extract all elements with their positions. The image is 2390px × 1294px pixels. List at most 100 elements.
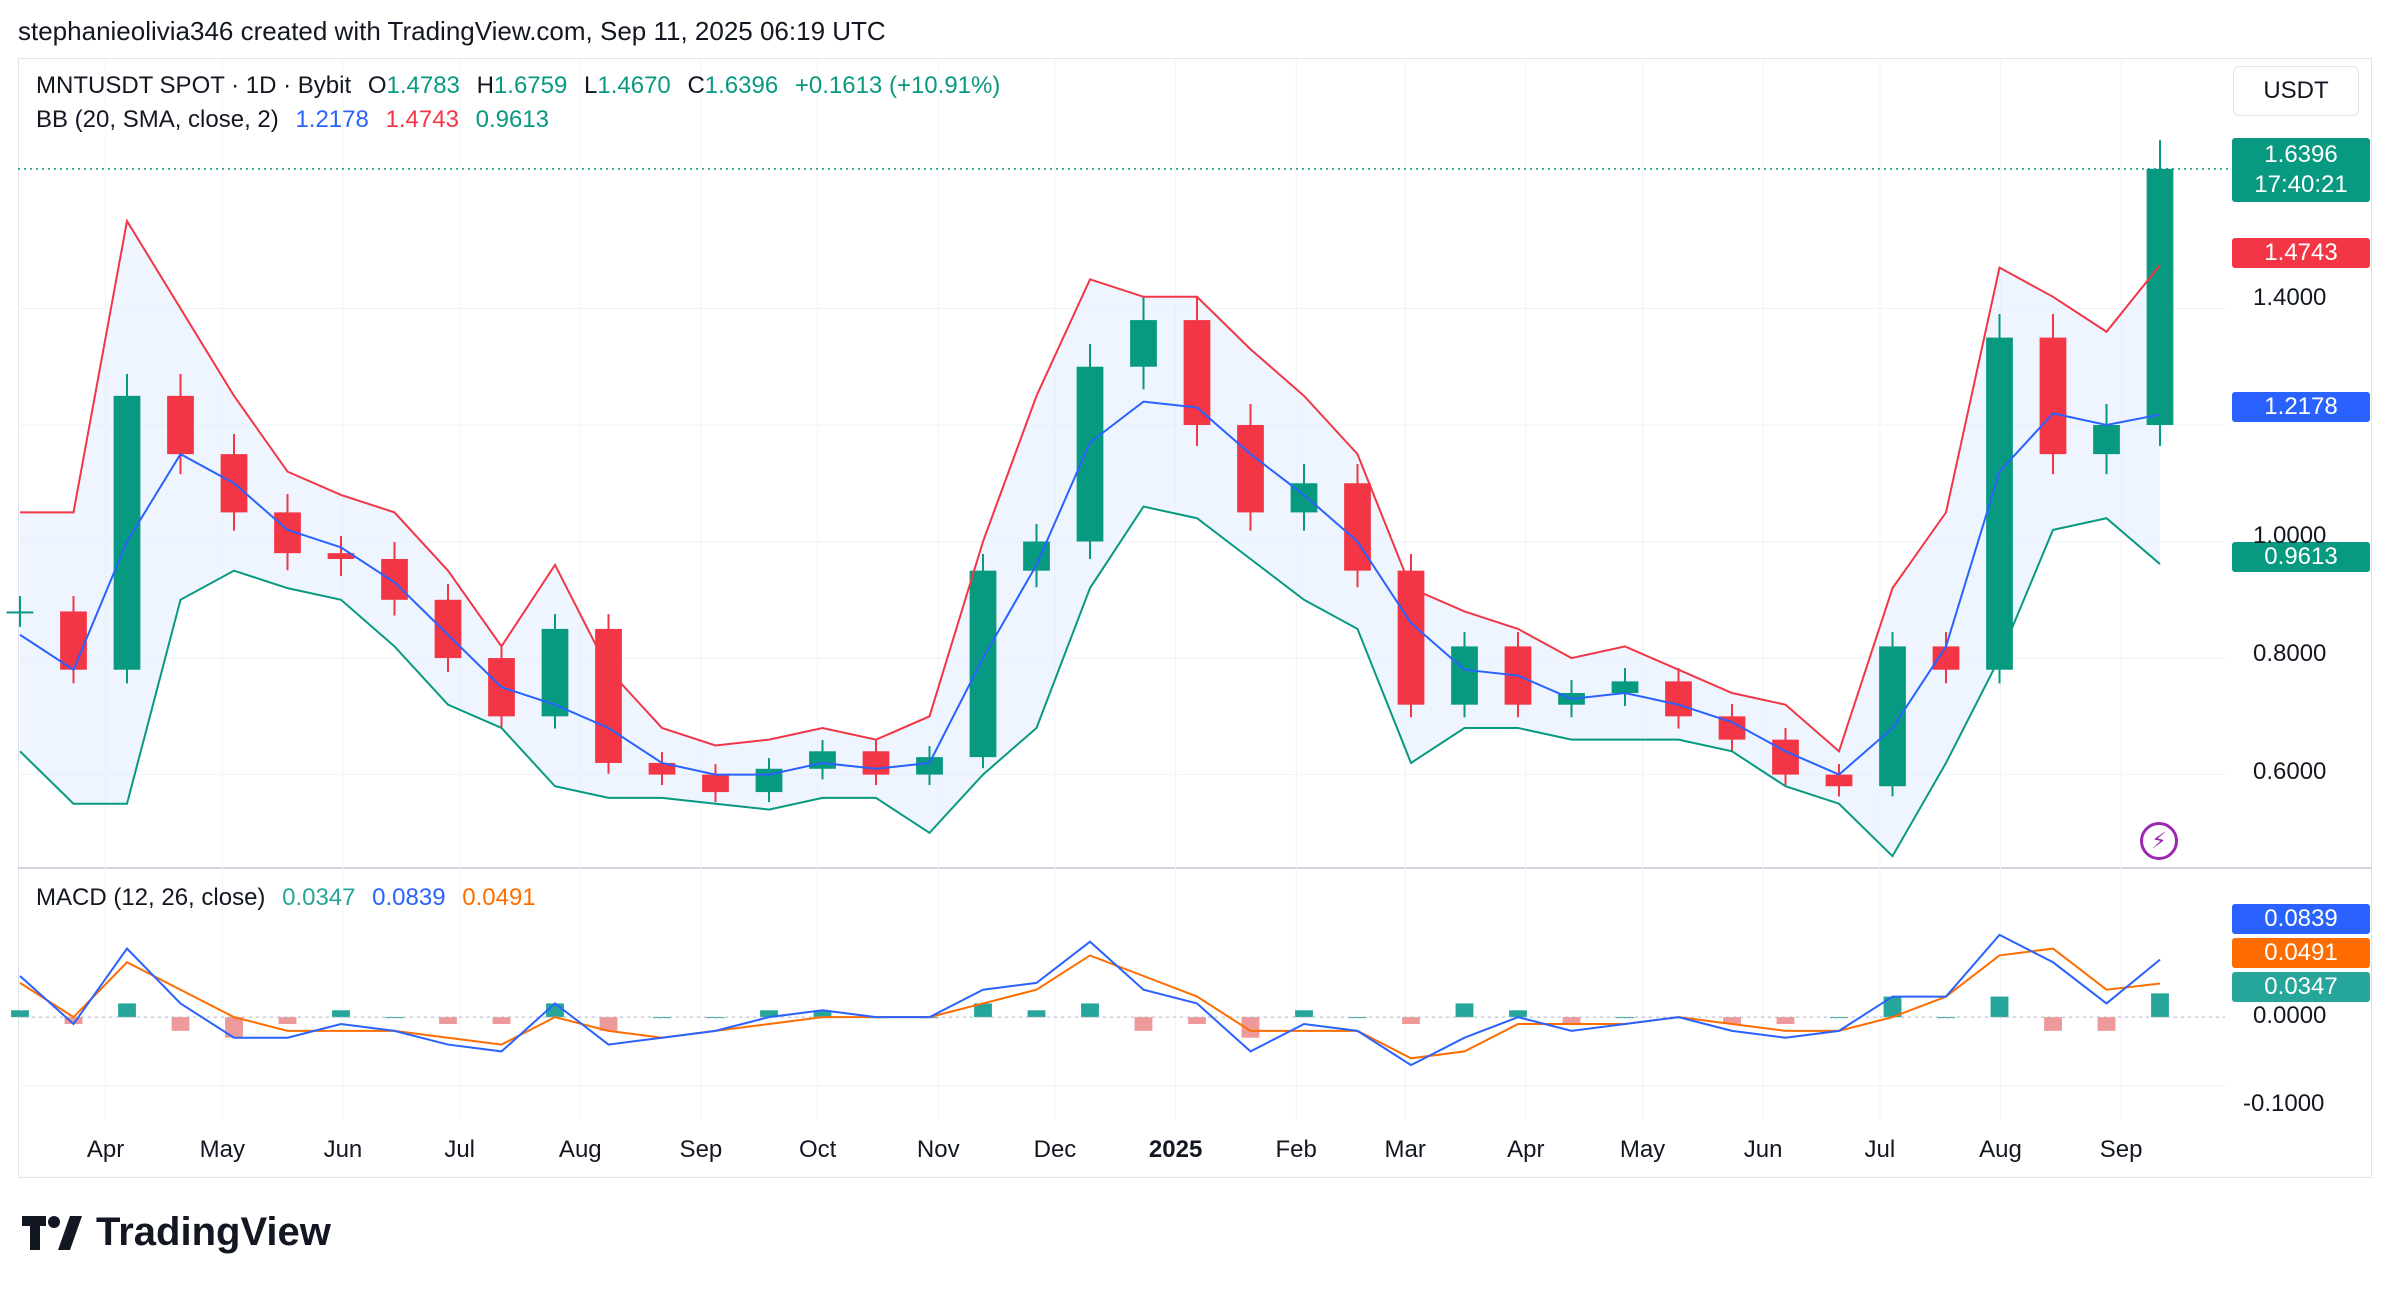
candle-body — [2093, 424, 2120, 455]
bar-countdown: 17:40:21 — [2254, 171, 2348, 198]
candle-body — [1130, 320, 1157, 367]
hist-tag: 0.0347 — [2232, 972, 2370, 1002]
tradingview-logo-icon — [22, 1215, 82, 1250]
chart-frame — [18, 58, 2372, 1178]
candle-body — [1718, 716, 1746, 740]
macd-tag: 0.0839 — [2232, 904, 2370, 934]
bb-lower-value: 0.9613 — [475, 106, 549, 133]
macd-legend: MACD (12, 26, close) 0.0347 0.0839 0.049… — [36, 884, 546, 912]
price-axis-tick: 1.0000 — [2253, 522, 2327, 549]
candle-body — [1451, 646, 1478, 705]
bb-legend: BB (20, SMA, close, 2) 1.2178 1.4743 0.9… — [36, 106, 559, 134]
time-axis-tick: Apr — [1507, 1136, 1545, 1163]
price-axis-tick: 0.6000 — [2253, 758, 2327, 785]
candle-body — [381, 559, 408, 600]
ohlc-open: O1.4783 — [368, 72, 460, 99]
chart-credit: stephanieolivia346 created with TradingV… — [18, 16, 886, 46]
macd-histogram-bar — [2097, 1017, 2116, 1031]
macd-histogram-bar — [332, 1010, 350, 1018]
bb-upper-line — [20, 218, 2161, 754]
bb-upper-tag: 1.4743 — [2232, 238, 2370, 268]
currency-selector[interactable]: USDT — [2233, 66, 2359, 116]
candle-body — [1879, 646, 1906, 787]
macd-histogram-bar — [118, 1003, 136, 1018]
candle-body — [327, 553, 355, 560]
candle-body — [595, 628, 622, 763]
macd-histogram-bar — [2044, 1017, 2062, 1031]
macd-histogram-bar — [760, 1010, 778, 1018]
last-price-value: 1.6396 — [2264, 141, 2338, 168]
high-value: 1.6759 — [493, 72, 568, 99]
symbol-legend: MNTUSDT SPOT · 1D · Bybit O1.4783 H1.675… — [36, 72, 1010, 100]
symbol-name[interactable]: MNTUSDT SPOT · 1D · Bybit — [36, 72, 352, 99]
macd-hist-value: 0.0347 — [282, 884, 356, 911]
time-axis-tick: Oct — [798, 1136, 837, 1163]
macd-histogram-bar — [1509, 1010, 1527, 1018]
bb-label[interactable]: BB (20, SMA, close, 2) — [36, 106, 279, 133]
macd-histogram-bar — [1081, 1003, 1099, 1018]
time-axis-tick: Dec — [1033, 1136, 1077, 1163]
candle-body — [648, 762, 676, 775]
candle-body — [1076, 366, 1104, 542]
macd-histogram-bar — [439, 1017, 457, 1024]
price-change: +0.1613 (+10.91%) — [794, 72, 1001, 99]
time-axis-tick: Mar — [1384, 1136, 1426, 1163]
open-label: O — [367, 72, 387, 99]
time-axis-tick: Jul — [1864, 1136, 1896, 1163]
time-axis-tick: May — [199, 1136, 245, 1163]
candle-body — [1825, 774, 1853, 787]
candle-body — [6, 611, 34, 614]
candle-body — [702, 774, 729, 793]
macd-histogram-bar — [1188, 1017, 1206, 1024]
candle-body — [60, 611, 87, 670]
macd-histogram-bar — [1776, 1017, 1795, 1024]
macd-signal-line — [19, 947, 2161, 1060]
bb-lower-tag: 0.9613 — [2232, 542, 2370, 572]
macd-histogram-bar — [813, 1010, 832, 1018]
time-axis-tick: May — [1619, 1136, 1666, 1163]
macd-histogram-bar — [599, 1017, 618, 1031]
low-label: L — [584, 72, 598, 99]
candle-body — [1772, 739, 1799, 775]
signal-tag: 0.0491 — [2232, 938, 2370, 968]
macd-histogram-bar — [385, 1017, 404, 1019]
candle-body — [113, 395, 141, 670]
time-axis-tick: Sep — [679, 1136, 723, 1163]
time-axis-tick: 2025 — [1148, 1136, 1203, 1163]
ohlc-low: L1.4670 — [584, 72, 671, 99]
macd-histogram-bar — [1295, 1010, 1313, 1018]
macd-histogram-bar — [2151, 993, 2169, 1018]
macd-histogram-bar — [974, 1003, 992, 1018]
macd-axis-tick: 0.0000 — [2253, 1002, 2327, 1029]
macd-label[interactable]: MACD (12, 26, close) — [36, 884, 266, 911]
candle-body — [2146, 168, 2174, 425]
ohlc-high: H1.6759 — [477, 72, 568, 99]
time-axis-tick: Nov — [916, 1136, 960, 1163]
lightning-icon[interactable]: ⚡ — [2140, 822, 2178, 860]
time-axis-tick: Sep — [2099, 1136, 2143, 1163]
macd-histogram-bar — [64, 1017, 83, 1024]
low-value: 1.4670 — [597, 72, 671, 99]
macd-histogram-bar — [706, 1017, 725, 1019]
last-price-tag: 1.6396 17:40:21 — [2232, 138, 2370, 202]
candle-body — [916, 757, 943, 775]
macd-histogram-bar — [171, 1017, 190, 1031]
time-axis-tick: Jun — [323, 1136, 363, 1163]
ohlc-close: C1.6396 — [687, 72, 778, 99]
macd-axis-tick: -0.1000 — [2243, 1090, 2325, 1117]
tradingview-logo: TradingView — [22, 1210, 331, 1255]
candle-body — [969, 570, 997, 758]
macd-histogram-bar — [11, 1010, 29, 1018]
candle-body — [1932, 646, 1960, 670]
candle-body — [1237, 424, 1264, 513]
candle-body — [809, 751, 836, 769]
macd-histogram-bar — [1402, 1017, 1420, 1024]
macd-histogram-bar — [225, 1017, 243, 1038]
time-axis-tick: Jun — [1743, 1136, 1783, 1163]
bb-basis-value: 1.2178 — [295, 106, 369, 133]
macd-histogram-bar — [1562, 1017, 1581, 1024]
candle-body — [2039, 337, 2067, 455]
macd-histogram-bar — [492, 1017, 511, 1024]
candle-body — [434, 599, 462, 659]
